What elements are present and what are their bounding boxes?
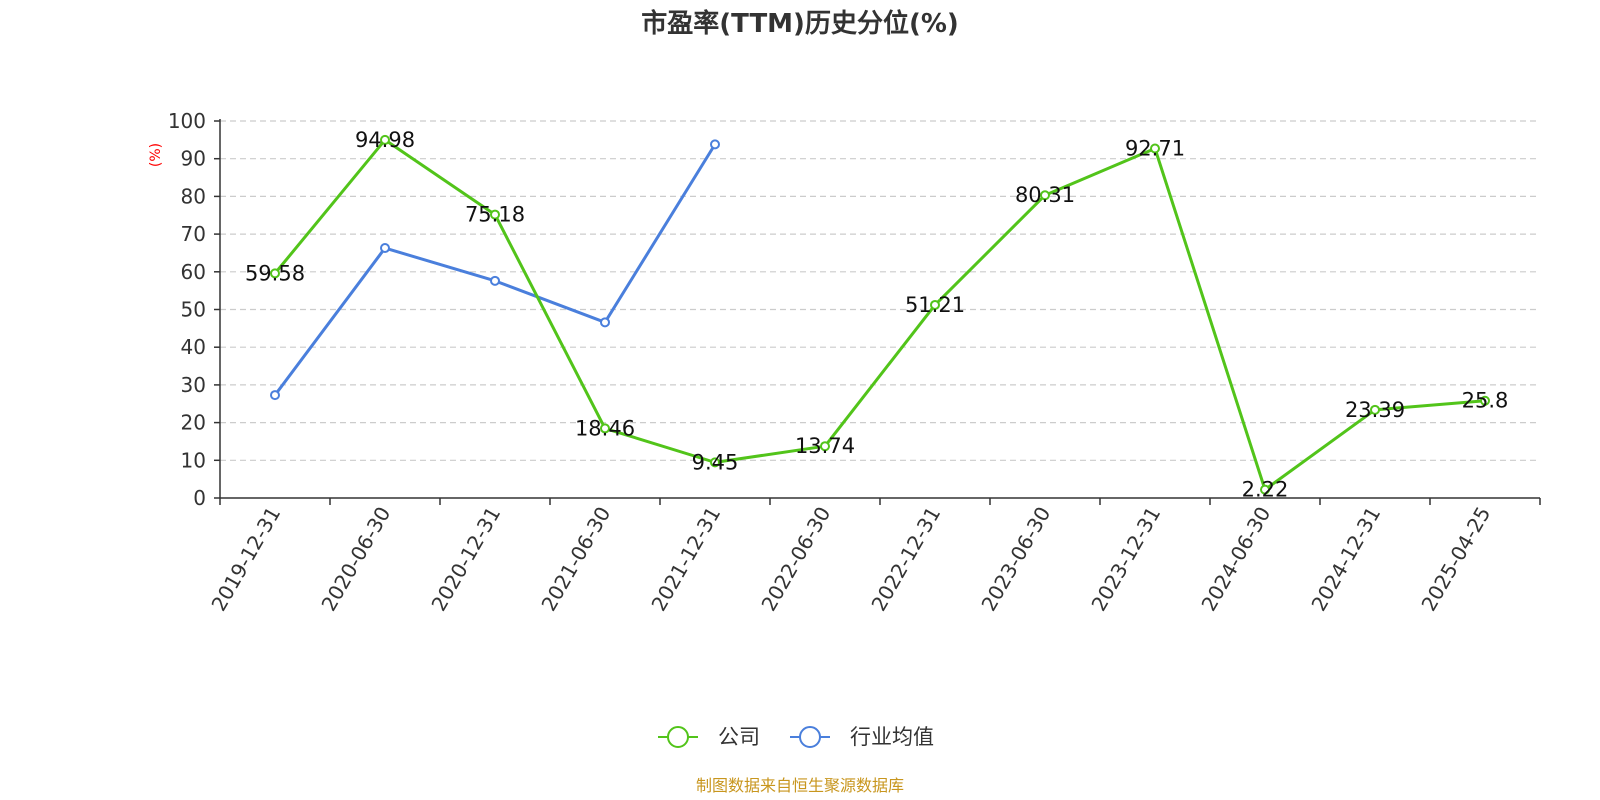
axes: 0 10 20 30 40 50 60 70 80 90 100 2019-12-31 2020-06-… bbox=[168, 109, 1541, 616]
data-point[interactable] bbox=[930, 299, 940, 310]
series-lines bbox=[270, 134, 1490, 495]
data-label: 23.39 bbox=[1345, 398, 1405, 422]
grid-lines bbox=[220, 120, 1540, 461]
y-tick-label: 40 bbox=[181, 335, 206, 359]
data-label: 51.21 bbox=[905, 293, 965, 317]
x-tick-label: 2024-12-31 bbox=[1306, 503, 1385, 616]
x-tick-label: 2024-06-30 bbox=[1196, 503, 1275, 616]
data-point[interactable] bbox=[1150, 143, 1160, 154]
chart-title: 市盈率(TTM)历史分位(%) bbox=[641, 8, 959, 39]
data-point[interactable] bbox=[600, 317, 610, 328]
legend-label-industry: 行业均值 bbox=[850, 725, 934, 749]
data-point[interactable] bbox=[1260, 484, 1270, 495]
data-point[interactable] bbox=[270, 268, 280, 279]
data-label: 13.74 bbox=[795, 434, 855, 458]
data-label: 94.98 bbox=[355, 128, 415, 152]
series-line-company bbox=[273, 138, 1486, 492]
data-label: 18.46 bbox=[575, 416, 635, 440]
y-tick-label: 20 bbox=[181, 411, 206, 435]
data-label: 92.71 bbox=[1125, 136, 1185, 160]
y-axis-unit-label: (%) bbox=[148, 143, 164, 167]
source-footnote: 制图数据来自恒生聚源数据库 bbox=[696, 776, 904, 795]
data-label: 2.22 bbox=[1242, 478, 1289, 502]
y-tick-label: 60 bbox=[181, 260, 206, 284]
data-point[interactable] bbox=[710, 457, 720, 468]
legend: 公司 行业均值 bbox=[658, 725, 934, 749]
data-point[interactable] bbox=[820, 441, 830, 452]
data-label: 80.31 bbox=[1015, 183, 1075, 207]
x-tick-label: 2025-04-25 bbox=[1416, 503, 1495, 616]
y-tick-label: 100 bbox=[168, 109, 206, 133]
legend-label-company: 公司 bbox=[718, 725, 760, 749]
y-tick-label: 0 bbox=[193, 486, 206, 510]
x-tick-label: 2020-06-30 bbox=[316, 503, 395, 616]
x-tick-label: 2022-12-31 bbox=[866, 503, 945, 616]
y-tick-label: 80 bbox=[181, 184, 206, 208]
data-point[interactable] bbox=[270, 390, 280, 401]
legend-marker-company bbox=[667, 726, 689, 748]
data-label: 25.8 bbox=[1462, 389, 1509, 413]
legend-marker-industry bbox=[799, 726, 821, 748]
x-tick-label: 2021-06-30 bbox=[536, 503, 615, 616]
x-tick-label: 2021-12-31 bbox=[646, 503, 725, 616]
legend-item-company[interactable]: 公司 bbox=[658, 725, 760, 749]
x-tick-label: 2022-06-30 bbox=[756, 503, 835, 616]
data-point[interactable] bbox=[1370, 404, 1380, 415]
y-tick-label: 90 bbox=[181, 147, 206, 171]
data-label: 59.58 bbox=[245, 261, 305, 285]
data-point[interactable] bbox=[380, 243, 390, 254]
data-point[interactable] bbox=[710, 139, 720, 150]
data-label: 9.45 bbox=[692, 450, 739, 474]
x-tick-label: 2020-12-31 bbox=[426, 503, 505, 616]
series-line-industry bbox=[273, 143, 717, 396]
data-point[interactable] bbox=[380, 134, 390, 145]
y-tick-label: 30 bbox=[181, 373, 206, 397]
data-point[interactable] bbox=[600, 423, 610, 434]
data-point[interactable] bbox=[490, 209, 500, 220]
y-tick-label: 70 bbox=[181, 222, 206, 246]
x-tick-label: 2019-12-31 bbox=[206, 503, 285, 616]
x-tick-label: 2023-12-31 bbox=[1086, 503, 1165, 616]
data-point[interactable] bbox=[1480, 395, 1490, 406]
x-tick-label: 2023-06-30 bbox=[976, 503, 1055, 616]
data-point[interactable] bbox=[490, 275, 500, 286]
y-tick-label: 10 bbox=[181, 448, 206, 472]
data-label: 75.18 bbox=[465, 203, 525, 227]
data-point[interactable] bbox=[1040, 190, 1050, 201]
data-labels: 59.58 94.98 75.18 18.46 9.45 13.74 51.21 80.31 9… bbox=[245, 128, 1508, 502]
legend-item-industry[interactable]: 行业均值 bbox=[790, 725, 934, 749]
y-tick-label: 50 bbox=[181, 298, 206, 322]
